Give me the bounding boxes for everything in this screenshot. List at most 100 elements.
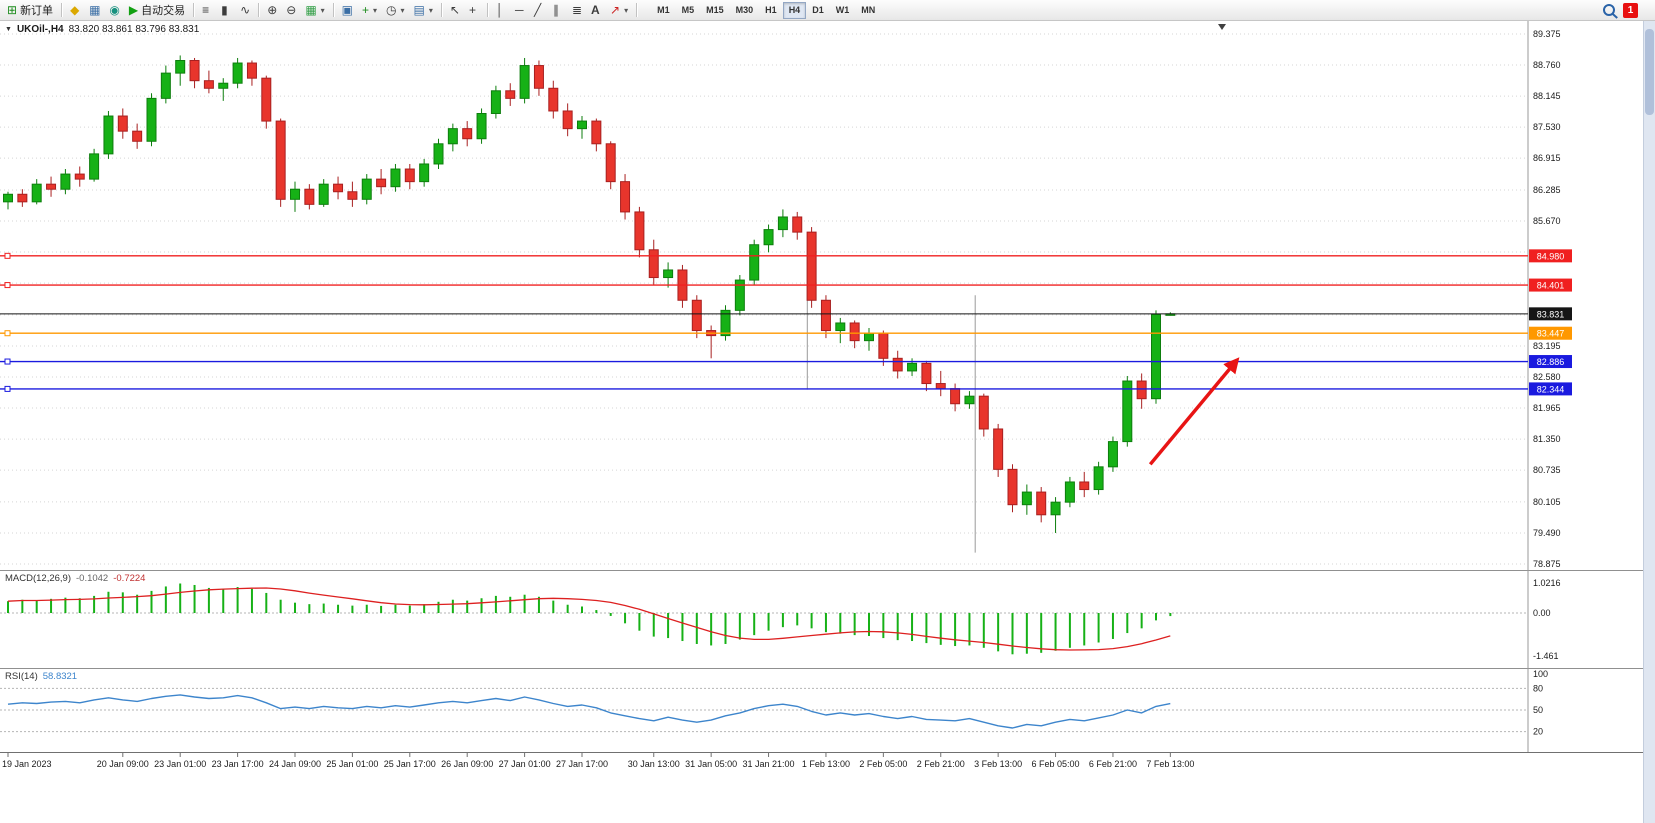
zoom-out-button[interactable]: ⊖	[282, 1, 300, 19]
rsi-axis-label: 80	[1533, 683, 1543, 693]
fibonacci-button[interactable]: ≣	[568, 1, 586, 19]
price-axis-label: 81.965	[1533, 403, 1561, 413]
period-button[interactable]: ◷ ▾	[382, 1, 409, 19]
search-icon[interactable]	[1603, 4, 1615, 16]
candle	[691, 299, 702, 332]
notification-badge[interactable]: 1	[1623, 2, 1638, 18]
candle	[734, 279, 745, 311]
candle	[749, 244, 760, 281]
timeframe-W1[interactable]: W1	[830, 2, 856, 19]
toolbar-right: 1	[1603, 2, 1652, 18]
macd-name: MACD(12,26,9)	[5, 573, 71, 584]
rsi-line	[7, 694, 1171, 729]
candle	[132, 130, 143, 142]
candle	[720, 309, 731, 337]
bar-chart-button[interactable]: ≡	[198, 1, 216, 19]
channel-button[interactable]: ∥	[549, 1, 567, 19]
candle	[17, 193, 28, 203]
timeframe-H1[interactable]: H1	[759, 2, 783, 19]
price-axis-label: 80.105	[1533, 497, 1561, 507]
timeframe-D1[interactable]: D1	[806, 2, 830, 19]
candle	[304, 188, 315, 205]
macd-canvas[interactable]: 1.0216 0.00 -1.461	[0, 570, 1655, 668]
price-axis-label: 85.670	[1533, 216, 1561, 226]
candle	[333, 183, 344, 193]
price-badge-label: 82.344	[1537, 384, 1565, 394]
tile-windows-button[interactable]: ▣	[338, 1, 357, 19]
indicators-button[interactable]: + ▾	[358, 1, 381, 19]
timeframe-H4[interactable]: H4	[782, 1, 807, 19]
horizontal-line-button[interactable]: ─	[511, 1, 529, 19]
candle	[433, 143, 444, 165]
collapse-caret-icon[interactable]: ▼	[5, 26, 12, 33]
ohlc-readout: 83.820 83.861 83.796 83.831	[68, 24, 200, 35]
navigator-button[interactable]: ◉	[105, 1, 123, 19]
trendline-button[interactable]: ╱	[530, 1, 548, 19]
timeframe-MN[interactable]: MN	[855, 2, 881, 19]
price-axis-label: 88.760	[1533, 60, 1561, 70]
time-axis-canvas[interactable]: 19 Jan 2023 20 Jan 09:00 23 Jan 01:00 23 Ja…	[0, 752, 1655, 775]
arrows-tool-button[interactable]: ↗ ▾	[606, 1, 632, 19]
chevron-down-icon: ▾	[373, 5, 378, 15]
charts-profile-button[interactable]: ▦	[85, 1, 104, 19]
time-axis-label: 27 Jan 17:00	[556, 759, 608, 769]
price-badge	[1529, 326, 1572, 340]
price-badge-label: 83.831	[1537, 309, 1565, 319]
candle	[950, 388, 961, 405]
chart-shift-marker[interactable]	[1218, 24, 1226, 30]
timeframe-M5[interactable]: M5	[676, 2, 701, 19]
navigator-icon: ◉	[109, 3, 120, 17]
candle	[806, 231, 817, 301]
candle	[189, 60, 200, 82]
text-tool-button[interactable]: A	[587, 1, 605, 19]
price-badge-label: 84.980	[1537, 251, 1565, 261]
grid-button[interactable]: ▦ ▾	[301, 1, 328, 19]
candle	[820, 299, 831, 332]
candle	[390, 168, 401, 188]
line-handle[interactable]	[4, 330, 11, 337]
autotrading-button[interactable]: ▶ 自动交易	[125, 1, 189, 19]
scrollbar-thumb[interactable]	[1645, 29, 1654, 115]
candlestick-chart-button[interactable]: ▮	[217, 1, 235, 19]
candle	[1151, 313, 1161, 400]
candle	[605, 143, 616, 183]
line-handle[interactable]	[4, 358, 11, 365]
time-axis-label: 19 Jan 2023	[2, 759, 52, 769]
candle	[964, 395, 975, 405]
line-chart-button[interactable]: ∿	[236, 1, 254, 19]
line-handle[interactable]	[4, 385, 11, 392]
candle	[218, 82, 229, 89]
price-badge-label: 83.447	[1537, 329, 1565, 339]
new-order-button[interactable]: ⊞ 新订单	[3, 1, 57, 19]
line-handle[interactable]	[4, 252, 11, 259]
charts-profile-icon: ▦	[89, 3, 101, 17]
market-watch-button[interactable]: ◆	[66, 1, 84, 19]
timeframe-M30[interactable]: M30	[730, 2, 760, 19]
candle	[849, 322, 860, 342]
vertical-scrollbar[interactable]	[1643, 21, 1655, 823]
price-axis-label: 82.580	[1533, 372, 1561, 382]
trend-arrow-annotation[interactable]	[1148, 357, 1240, 466]
crosshair-button[interactable]: +	[465, 1, 483, 19]
rsi-canvas[interactable]: 100 80 50 20	[0, 668, 1655, 752]
candle	[146, 97, 157, 142]
fibonacci-icon: ≣	[571, 3, 583, 17]
timeframe-M1[interactable]: M1	[651, 2, 676, 19]
candle	[232, 62, 243, 84]
vertical-line-button[interactable]: │	[492, 1, 510, 19]
template-button[interactable]: ▤ ▾	[410, 1, 437, 19]
horizontal-line-icon: ─	[514, 3, 524, 17]
price-axis-label: 88.145	[1533, 91, 1561, 101]
time-axis-label: 7 Feb 13:00	[1146, 759, 1194, 769]
text-tool-icon: A	[591, 3, 600, 17]
cursor-button[interactable]: ↖	[446, 1, 464, 19]
price-axis-label: 89.375	[1533, 29, 1561, 39]
main-chart-canvas[interactable]: 89.375 88.760 88.145 87.530 86.915 86.285 85.6…	[0, 21, 1655, 570]
macd-axis-label: 0.00	[1533, 608, 1551, 618]
chevron-down-icon: ▾	[428, 5, 433, 15]
line-handle[interactable]	[4, 282, 11, 289]
timeframe-M15[interactable]: M15	[700, 2, 730, 19]
zoom-in-button[interactable]: ⊕	[263, 1, 281, 19]
candle	[892, 357, 903, 372]
autotrading-label: 自动交易	[141, 5, 186, 17]
